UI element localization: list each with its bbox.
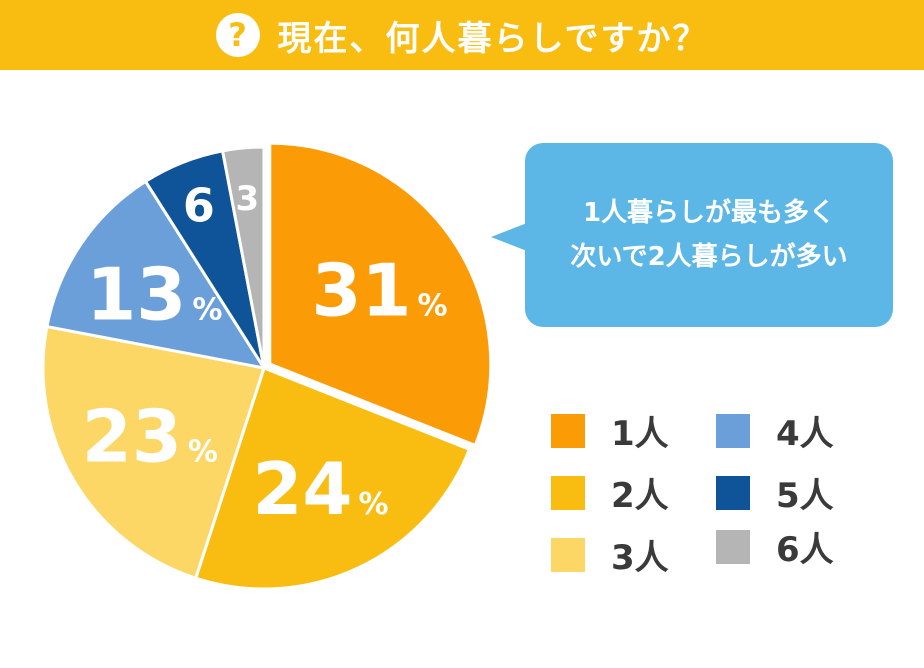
legend-item-1: 1人 xyxy=(551,406,669,455)
callout-bubble: 1人暮らしが最も多く 次いで2人暮らしが多い xyxy=(491,143,893,327)
pie-slice-3 xyxy=(41,324,266,581)
legend-label-3: 3人 xyxy=(611,538,669,578)
legend-swatch-5 xyxy=(716,475,750,510)
legend-label-1: 1人 xyxy=(611,414,669,454)
pie-label-3: 23% xyxy=(82,394,218,478)
legend-item-5: 5人 xyxy=(716,468,834,517)
legend-item-2: 2人 xyxy=(551,468,669,517)
pie-slice-2 xyxy=(193,366,472,591)
legend-swatch-2 xyxy=(551,475,585,510)
legend-swatch-1 xyxy=(551,413,585,448)
legend-label-6: 6人 xyxy=(776,530,834,570)
legend-swatch-4 xyxy=(716,413,750,448)
callout-line-2: 次いで2人暮らしが多い xyxy=(570,242,848,272)
legend-item-3: 3人 xyxy=(551,530,669,579)
pie-slice-4 xyxy=(45,179,268,371)
pie-slices xyxy=(41,141,493,591)
question-icon: ? xyxy=(215,13,260,57)
pie-label-2: 24% xyxy=(252,447,388,531)
legend-label-4: 4人 xyxy=(776,414,834,454)
legend-label-5: 5人 xyxy=(776,476,834,516)
pie-slice-1 xyxy=(268,141,493,448)
pie-label-1: 31% xyxy=(311,249,447,333)
header-bar: ? 現在、何人暮らしですか？ xyxy=(0,0,924,70)
legend-swatch-6 xyxy=(716,529,750,564)
pie-label-6: 3 xyxy=(236,179,260,219)
callout-line-1: 1人暮らしが最も多く xyxy=(582,198,836,228)
pie-slice-6 xyxy=(220,145,266,369)
legend-item-6: 6人 xyxy=(716,522,834,571)
legend-item-4: 4人 xyxy=(716,406,834,455)
legend-swatch-3 xyxy=(551,537,585,572)
pie-label-4: 13% xyxy=(86,252,222,336)
pie-label-5: 6 xyxy=(183,179,215,233)
pie-labels: 31 % 24 % 23 % 13 % 6 3 xyxy=(82,179,448,531)
legend-label-2: 2人 xyxy=(611,476,669,516)
page-title: 現在、何人暮らしですか？ xyxy=(277,18,709,59)
